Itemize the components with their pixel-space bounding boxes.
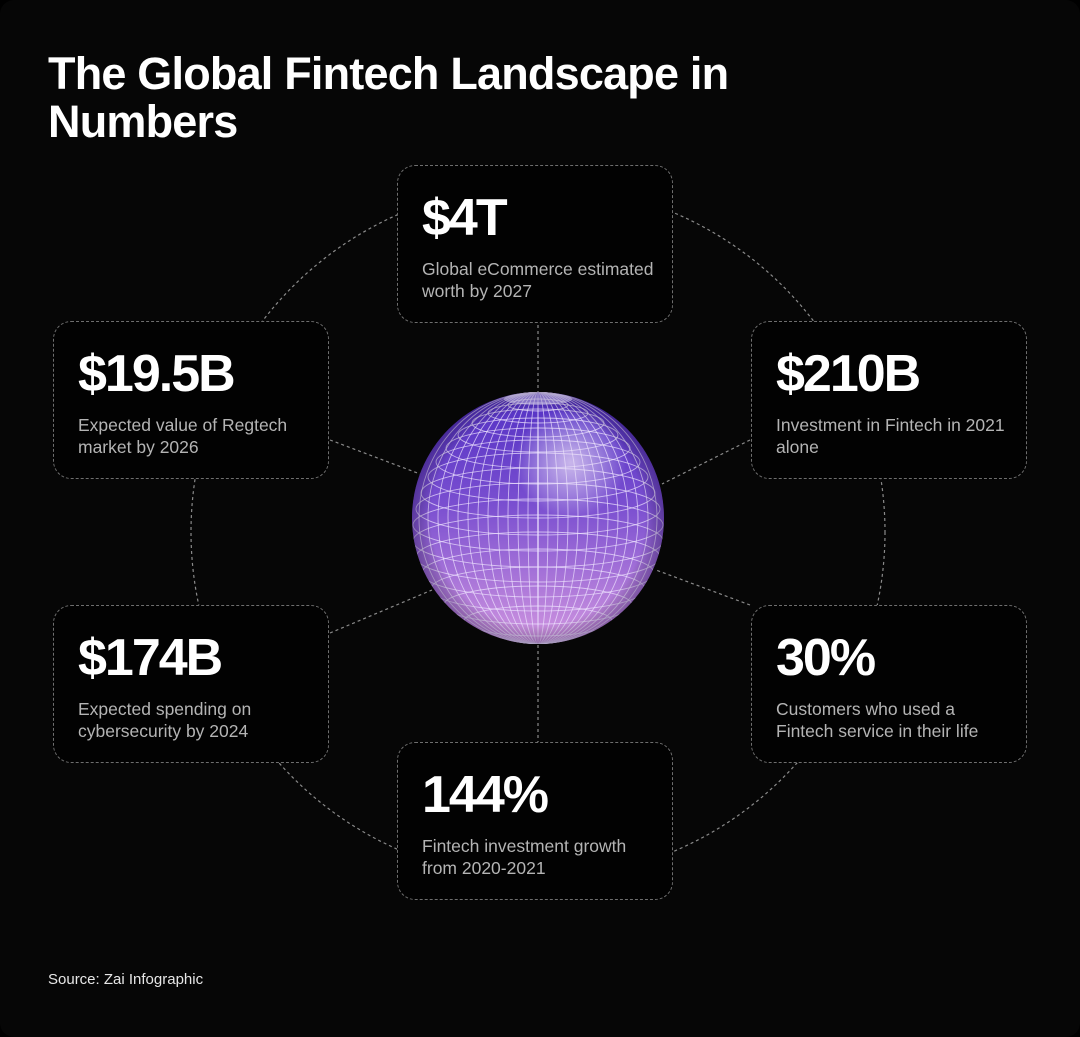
connector-lower-left bbox=[329, 589, 433, 634]
stat-card-lower-right: 30% Customers who used a Fintech service… bbox=[751, 605, 1027, 763]
source-credit: Source: Zai Infographic bbox=[48, 971, 204, 988]
stat-card-upper-left: $19.5B Expected value of Regtech market … bbox=[53, 321, 329, 479]
stat-description: Expected spending on cybersecurity by 20… bbox=[78, 699, 252, 741]
stat-description: Global eCommerce estimated worth by 2027 bbox=[422, 259, 654, 301]
stat-description: Investment in Fintech in 2021 alone bbox=[776, 415, 1005, 457]
stat-value: $210B bbox=[776, 345, 921, 403]
connector-lower-right bbox=[655, 569, 751, 606]
stat-value: $174B bbox=[78, 629, 223, 687]
connector-upper-right bbox=[661, 439, 751, 485]
stat-card-top: $4T Global eCommerce estimated worth by … bbox=[397, 165, 673, 323]
stat-card-bottom: 144% Fintech investment growth from 2020… bbox=[397, 742, 673, 900]
stat-card-lower-left: $174B Expected spending on cybersecurity… bbox=[53, 605, 329, 763]
stat-description: Customers who used a Fintech service in … bbox=[776, 699, 979, 741]
stat-value: $4T bbox=[422, 189, 508, 247]
stat-card-upper-right: $210B Investment in Fintech in 2021 alon… bbox=[751, 321, 1027, 479]
stat-value: 30% bbox=[776, 629, 876, 687]
stat-description: Fintech investment growth from 2020-2021 bbox=[422, 836, 627, 878]
page-title: The Global Fintech Landscape in Numbers bbox=[48, 48, 729, 147]
stat-value: 144% bbox=[422, 766, 549, 824]
stat-description: Expected value of Regtech market by 2026 bbox=[78, 415, 288, 457]
connector-upper-left bbox=[329, 439, 421, 475]
stat-value: $19.5B bbox=[78, 345, 236, 403]
globe-icon bbox=[412, 392, 664, 644]
